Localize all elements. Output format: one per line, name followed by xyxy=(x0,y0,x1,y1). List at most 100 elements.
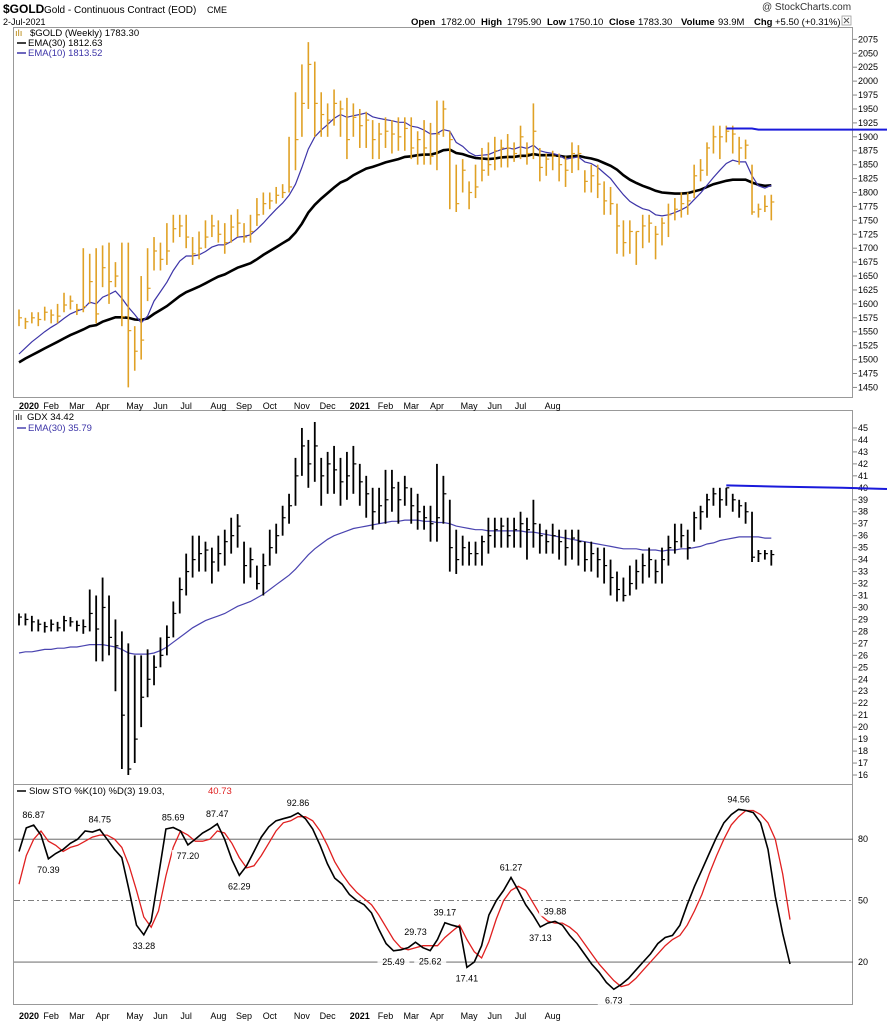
gold-legend: ılı $GOLD (Weekly) 1783.30 EMA(30) 1812.… xyxy=(15,28,139,59)
annotation-bg xyxy=(722,793,755,805)
annotation-bg xyxy=(83,813,116,825)
x-axis-label: Feb xyxy=(43,401,59,411)
y-tick-label: 1625 xyxy=(858,285,878,295)
sto-legend-main: Slow STO %K(10) %D(3) 19.03, xyxy=(29,786,165,797)
y-tick-label: 45 xyxy=(858,423,868,433)
x-axis-label: Mar xyxy=(69,401,85,411)
annotation-label: 25.62 xyxy=(419,957,442,967)
y-tick-label: 2075 xyxy=(858,34,878,44)
gold-legend-ema10: EMA(10) 1813.52 xyxy=(28,48,102,59)
annotation-bg xyxy=(597,994,630,1006)
annotation-label: 39.88 xyxy=(544,906,567,916)
x-axis-label: Jul xyxy=(180,1011,192,1021)
y-tick-label: 24 xyxy=(858,674,868,684)
x-axis-label: Aug xyxy=(210,1011,226,1021)
y-tick-label: 37 xyxy=(858,519,868,529)
close-value: 1783.30 xyxy=(638,17,672,28)
low-label: Low xyxy=(547,17,567,28)
y-tick-label: 35 xyxy=(858,543,868,553)
watermark: @ StockCharts.com xyxy=(762,2,851,13)
sto-legend: Slow STO %K(10) %D(3) 19.03, 40.73 xyxy=(17,786,232,797)
x-axis-label: 2021 xyxy=(350,401,370,411)
reference-label: 50 xyxy=(858,896,868,906)
gdx-legend: ılı GDX 34.42 EMA(30) 35.79 xyxy=(15,412,92,434)
y-tick-label: 1825 xyxy=(858,174,878,184)
annotation-bg xyxy=(171,849,204,861)
annotation-bg xyxy=(201,807,234,819)
close-label: Close xyxy=(609,17,635,28)
resistance-line xyxy=(726,484,888,490)
x-axis-label: Jun xyxy=(153,401,168,411)
sto-legend-pctd: 40.73 xyxy=(208,786,232,797)
annotation-label: 87.47 xyxy=(206,809,229,819)
y-tick-label: 1475 xyxy=(858,369,878,379)
resistance-line xyxy=(726,127,887,131)
y-tick-label: 39 xyxy=(858,495,868,505)
open-label: Open xyxy=(411,17,435,28)
y-tick-label: 1950 xyxy=(858,104,878,114)
chg-value: +5.50 (+0.31%) xyxy=(775,17,841,28)
annotation-label: 17.41 xyxy=(456,973,479,983)
y-tick-label: 16 xyxy=(858,770,868,780)
x-axis-label: Jul xyxy=(180,401,192,411)
legend-icon: ılı xyxy=(15,28,22,39)
x-axis-label: Aug xyxy=(210,401,226,411)
x-axis-label: May xyxy=(126,401,144,411)
annotation-bg xyxy=(223,880,256,892)
x-axis-label: Aug xyxy=(545,1011,561,1021)
gold-legend-main: $GOLD (Weekly) 1783.30 xyxy=(30,28,139,39)
annotation-bg xyxy=(414,955,447,967)
gdx-legend-main: GDX 34.42 xyxy=(27,412,74,423)
gdx-legend-ema: EMA(30) 35.79 xyxy=(28,423,92,434)
annotation-bg xyxy=(157,811,190,823)
ohlc-summary: Open 1782.00 High 1795.90 Low 1750.10 Cl… xyxy=(411,17,841,28)
gdx-panel-frame xyxy=(13,410,853,785)
annotation-label: 25.49 xyxy=(382,957,405,967)
x-axis-label: Apr xyxy=(96,401,110,411)
annotation-label: 39.17 xyxy=(434,908,457,918)
low-value: 1750.10 xyxy=(569,17,603,28)
y-tick-label: 26 xyxy=(858,650,868,660)
ema10-line xyxy=(18,112,772,355)
volume-value: 93.9M xyxy=(718,17,744,28)
annotation-bg xyxy=(32,863,65,875)
x-axis-label: Feb xyxy=(378,401,394,411)
gold-panel: 1450 1475 1500 1525 1550 1575 1600 1625 1650 1675… xyxy=(18,34,887,411)
annotation-label: 86.87 xyxy=(22,810,45,820)
y-tick-label: 31 xyxy=(858,591,868,601)
x-axis-label: Oct xyxy=(263,1011,278,1021)
y-tick-label: 33 xyxy=(858,567,868,577)
x-axis-label: Apr xyxy=(430,1011,444,1021)
y-tick-label: 1850 xyxy=(858,160,878,170)
x-axis-label: Mar xyxy=(403,1011,419,1021)
annotation-label: 37.13 xyxy=(529,933,552,943)
y-tick-label: 1575 xyxy=(858,313,878,323)
y-tick-label: 25 xyxy=(858,662,868,672)
y-tick-label: 30 xyxy=(858,602,868,612)
stochastic-panel: 80 50 20 86.87 84.75 70.39 33.28 85.69 77.20 87.4… xyxy=(14,793,868,1021)
x-axis-label: 2020 xyxy=(19,1011,39,1021)
y-tick-label: 23 xyxy=(858,686,868,696)
y-tick-label: 1750 xyxy=(858,215,878,225)
ema30-line xyxy=(18,148,772,364)
symbol-title: $GOLD xyxy=(3,2,45,16)
gold-panel-frame xyxy=(13,27,853,398)
y-tick-label: 29 xyxy=(858,614,868,624)
x-axis-label: Feb xyxy=(43,1011,59,1021)
y-tick-label: 1650 xyxy=(858,271,878,281)
annotation-label: 33.28 xyxy=(133,941,156,951)
x-axis-label: Nov xyxy=(294,1011,311,1021)
chg-label: Chg xyxy=(754,17,773,28)
y-tick-label: 1800 xyxy=(858,188,878,198)
sto-panel-frame xyxy=(13,784,853,1005)
y-tick-label: 1975 xyxy=(858,90,878,100)
y-tick-label: 2025 xyxy=(858,62,878,72)
y-tick-label: 34 xyxy=(858,555,868,565)
y-tick-label: 32 xyxy=(858,579,868,589)
reference-label: 80 xyxy=(858,834,868,844)
annotation-label: 84.75 xyxy=(89,814,112,824)
y-tick-label: 43 xyxy=(858,447,868,457)
close-icon[interactable] xyxy=(841,15,852,26)
x-axis-label: Oct xyxy=(263,401,278,411)
